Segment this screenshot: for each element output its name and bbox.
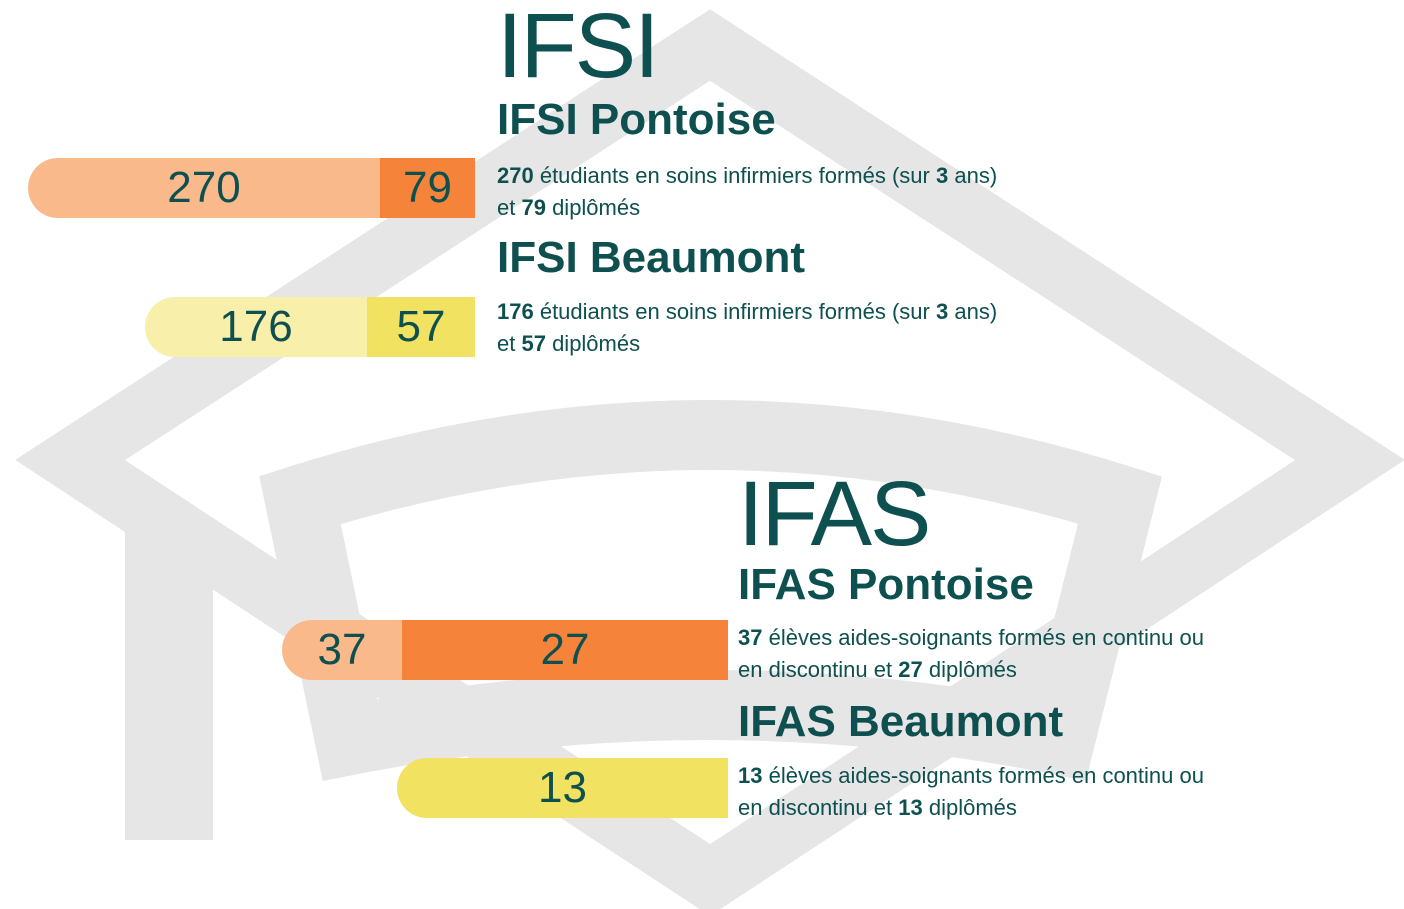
bar-segment: 13	[397, 758, 728, 818]
bar-segment: 57	[367, 297, 475, 357]
description-text: 176	[497, 299, 534, 324]
description-text: ans)	[948, 299, 998, 324]
description: 176 étudiants en soins infirmiers formés…	[497, 296, 997, 360]
program-title: IFSI Pontoise	[497, 95, 776, 144]
description-line: 270 étudiants en soins infirmiers formés…	[497, 160, 997, 192]
description-text: diplômés	[545, 195, 641, 220]
description-text: étudiants en soins infirmiers formés (su…	[533, 299, 936, 324]
cap-band	[259, 400, 1162, 781]
bar-segment: 176	[145, 297, 367, 357]
description-text: élèves aides-soignants formés en continu…	[762, 763, 1204, 788]
description-line: 176 étudiants en soins infirmiers formés…	[497, 296, 997, 328]
program-title: IFAS Beaumont	[738, 697, 1064, 746]
description-text: 37	[738, 625, 763, 650]
bar-segment: 37	[282, 620, 402, 680]
description: 270 étudiants en soins infirmiers formés…	[497, 160, 997, 224]
description-text: 13	[738, 763, 763, 788]
description-text: étudiants en soins infirmiers formés (su…	[533, 163, 936, 188]
description-text: et	[497, 195, 522, 220]
description-text: et	[497, 331, 522, 356]
description-text: 27	[898, 657, 923, 682]
bar: 270 79	[28, 158, 475, 218]
description: 13 élèves aides-soignants formés en cont…	[738, 760, 1204, 824]
description-text: élèves aides-soignants formés en continu…	[762, 625, 1204, 650]
description-text: ans)	[948, 163, 998, 188]
description-line: 13 élèves aides-soignants formés en cont…	[738, 760, 1204, 792]
description-text: diplômés	[922, 795, 1017, 820]
section-title: IFSI	[497, 0, 660, 97]
description-line: 37 élèves aides-soignants formés en cont…	[738, 622, 1204, 654]
description-line: et 57 diplômés	[497, 328, 997, 360]
description-text: 3	[935, 163, 949, 188]
bar: 13	[397, 758, 728, 818]
description-text: en discontinu et	[738, 795, 899, 820]
description-text: 270	[497, 163, 534, 188]
description-text: 79	[521, 195, 546, 220]
program-title: IFSI Beaumont	[497, 233, 806, 282]
bar: 176 57	[145, 297, 475, 357]
description-text: 57	[521, 331, 546, 356]
section-title: IFAS	[738, 463, 931, 565]
description-line: en discontinu et 27 diplômés	[738, 654, 1204, 686]
bar: 37 27	[282, 620, 728, 680]
description-text: diplômés	[545, 331, 641, 356]
description: 37 élèves aides-soignants formés en cont…	[738, 622, 1204, 686]
description-text: diplômés	[922, 657, 1017, 682]
description-text: 13	[898, 795, 923, 820]
description-line: et 79 diplômés	[497, 192, 997, 224]
description-text: 3	[935, 299, 949, 324]
bar-segment: 270	[28, 158, 380, 218]
bar-segment: 27	[402, 620, 728, 680]
tassel	[125, 520, 213, 840]
program-title: IFAS Pontoise	[738, 560, 1034, 609]
description-text: en discontinu et	[738, 657, 899, 682]
description-line: en discontinu et 13 diplômés	[738, 792, 1204, 824]
bar-segment: 79	[380, 158, 475, 218]
